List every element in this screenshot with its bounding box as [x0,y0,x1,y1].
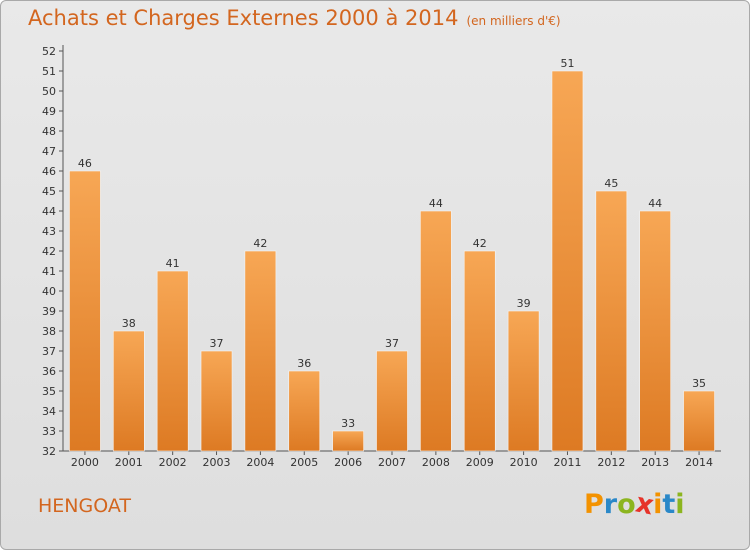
bar [683,390,715,452]
x-tick-label: 2004 [246,456,274,469]
y-tick-label: 41 [42,265,56,278]
x-tick-label: 2000 [71,456,99,469]
data-label: 44 [429,197,443,210]
bar [507,310,540,452]
chart-title: Achats et Charges Externes 2000 à 2014 (e… [28,6,561,30]
x-tick-label: 2002 [159,456,187,469]
x-tick-label: 2013 [641,456,669,469]
data-label: 33 [341,417,355,430]
y-tick-label: 47 [42,145,56,158]
y-tick-label: 38 [42,325,56,338]
logo-letter: i [653,489,663,520]
data-label: 51 [560,57,574,70]
y-tick-label: 33 [42,425,56,438]
y-tick-label: 50 [42,85,56,98]
y-tick-label: 36 [42,365,56,378]
bar [420,210,452,452]
data-label: 36 [297,357,311,370]
x-tick-label: 2014 [685,456,713,469]
y-tick-label: 45 [42,185,56,198]
y-tick-label: 51 [42,65,56,78]
axes: 32 33 34 35 36 37 38 39 40 41 42 43 44 45 46 47 48 49 50 51… [42,45,721,469]
proxiti-logo: Proxiti [584,488,685,522]
logo-letter: i [675,489,685,520]
data-label: 37 [210,337,224,350]
bar [376,350,408,452]
data-label: 38 [122,317,136,330]
y-tick-label: 49 [42,105,56,118]
chart-subtitle: (en milliers d'€) [466,14,561,28]
x-tick-label: 2011 [553,456,581,469]
commune-name: HENGOAT [38,495,131,517]
logo-letter: t [662,489,676,520]
logo-letter: P [584,489,604,520]
y-tick-label: 39 [42,305,56,318]
x-tick-label: 2001 [115,456,143,469]
y-tick-label: 46 [42,165,56,178]
bar [113,330,145,452]
chart-title-text: Achats et Charges Externes 2000 à 2014 [28,6,459,30]
data-label: 45 [604,177,618,190]
data-label: 46 [78,157,92,170]
data-labels: 46 38 41 37 42 36 33 37 44 42 39 51 45 44 35 [78,57,706,430]
x-tick-label: 2008 [422,456,450,469]
bars [69,70,715,452]
data-label: 42 [473,237,487,250]
bar [551,70,584,452]
y-tick-label: 37 [42,345,56,358]
x-tick-label: 2007 [378,456,406,469]
bar [463,250,496,452]
bar [332,430,364,452]
y-tick-label: 44 [42,205,56,218]
logo-letter: o [617,489,636,520]
y-tick-label: 42 [42,245,56,258]
bar [69,170,101,452]
data-label: 37 [385,337,399,350]
bar [200,350,233,452]
x-tick-label: 2003 [203,456,231,469]
bar [156,270,189,452]
data-label: 41 [166,257,180,270]
data-label: 42 [253,237,267,250]
y-tick-label: 34 [42,405,56,418]
bar [595,190,628,452]
data-label: 44 [648,197,662,210]
y-tick-label: 43 [42,225,56,238]
bar [244,250,277,452]
y-tick-label: 32 [42,445,56,458]
x-tick-label: 2012 [597,456,625,469]
bar [639,210,672,452]
y-tick-label: 40 [42,285,56,298]
x-tick-label: 2006 [334,456,362,469]
y-tick-label: 52 [42,45,56,58]
y-tick-label: 48 [42,125,56,138]
x-tick-label: 2005 [290,456,318,469]
x-tick-label: 2009 [466,456,494,469]
logo-letter: r [603,489,618,520]
data-label: 39 [517,297,531,310]
bar [288,370,321,452]
data-label: 35 [692,377,706,390]
y-tick-label: 35 [42,385,56,398]
x-tick-label: 2010 [510,456,538,469]
